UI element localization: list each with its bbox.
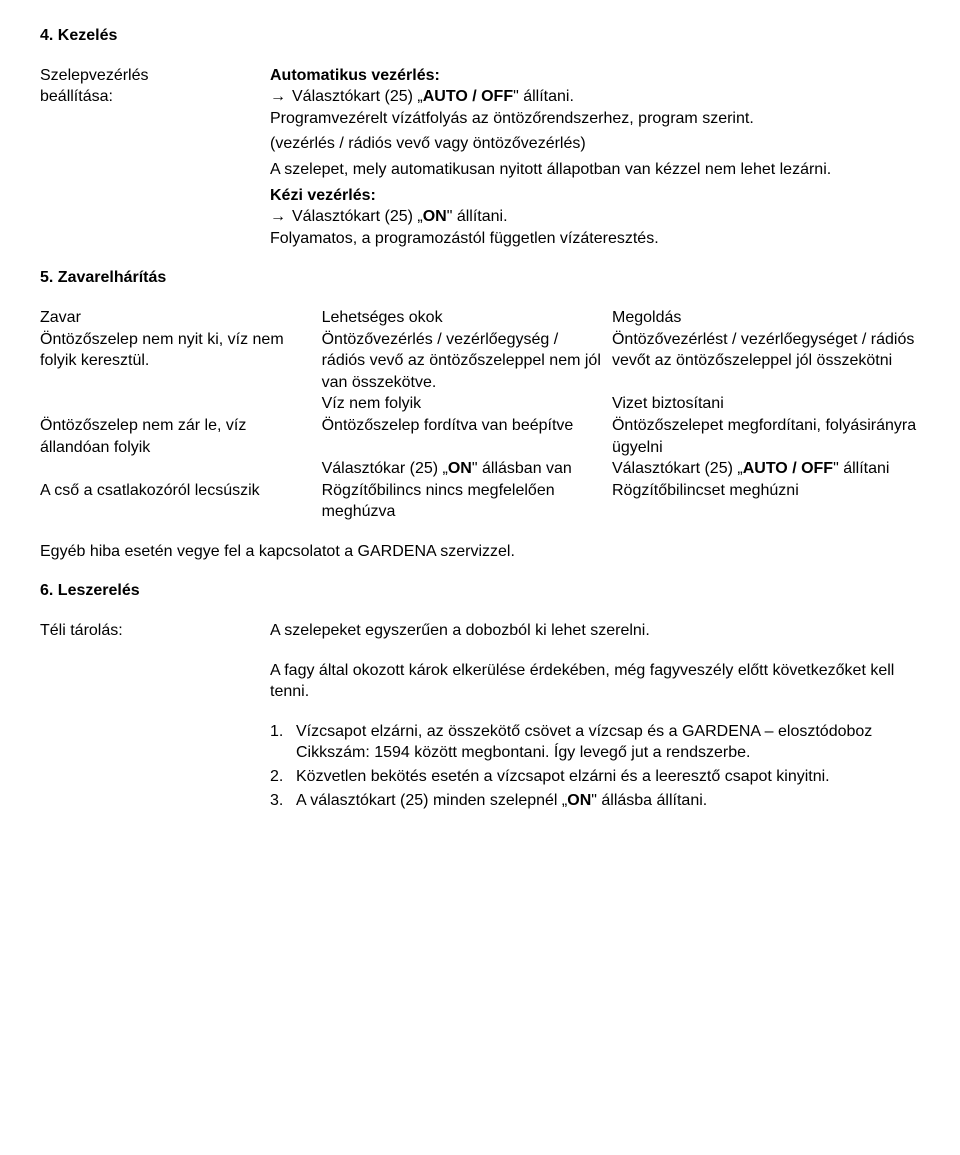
r4c3-post: " állítani (833, 460, 889, 477)
manual-bold: ON (423, 208, 447, 225)
cell-solution: Öntözőszelepet megfordítani, folyásirány… (612, 415, 920, 458)
table-header-row: Zavar Lehetséges okok Megoldás (40, 307, 920, 329)
winter-label: Téli tárolás: (40, 620, 270, 813)
step-text: A választókart (25) minden szelepnél „ON… (296, 790, 920, 812)
winter-steps: 1. Vízcsapot elzárni, az összekötő csöve… (270, 721, 920, 811)
manual-pre: Választókart (25) „ (292, 208, 423, 225)
valve-control-label: Szelepvezérlés beállítása: (40, 65, 270, 250)
step-num: 3. (270, 790, 296, 812)
r4c2-post: " állásban van (472, 460, 572, 477)
auto-setting-line: → Választókart (25) „AUTO / OFF" állítan… (270, 86, 920, 108)
winter-storage-block: Téli tárolás: A szelepeket egyszerűen a … (40, 620, 920, 813)
table-row: Öntözőszelep nem zár le, víz állandóan f… (40, 415, 920, 458)
table-row: Választókar (25) „ON" állásban van Válas… (40, 458, 920, 480)
r4c2-bold: ON (448, 460, 472, 477)
manual-setting-text: Választókart (25) „ON" állítani. (292, 206, 920, 228)
header-cause: Lehetséges okok (322, 307, 612, 329)
cell-fault: A cső a csatlakozóról lecsúszik (40, 480, 322, 523)
cell-solution: Választókart (25) „AUTO / OFF" állítani (612, 458, 920, 480)
cell-cause: Választókar (25) „ON" állásban van (322, 458, 612, 480)
auto-pre: Választókart (25) „ (292, 88, 423, 105)
valve-control-content: Automatikus vezérlés: → Választókart (25… (270, 65, 920, 250)
auto-post: " állítani. (513, 88, 574, 105)
cell-fault: Öntözőszelep nem zár le, víz állandóan f… (40, 415, 322, 458)
cell-cause: Rögzítőbilincs nincs megfelelően meghúzv… (322, 480, 612, 523)
r4c3-bold: AUTO / OFF (743, 460, 833, 477)
cell-cause: Víz nem folyik (322, 393, 612, 415)
auto-setting-text: Választókart (25) „AUTO / OFF" állítani. (292, 86, 920, 108)
cell-solution: Öntözővezérlést / vezérlőegységet / rádi… (612, 329, 920, 394)
cell-fault-empty (40, 458, 322, 480)
table-row: A cső a csatlakozóról lecsúszik Rögzítőb… (40, 480, 920, 523)
cell-cause: Öntözővezérlés / vezérlőegység / rádiós … (322, 329, 612, 394)
auto-note: (vezérlés / rádiós vevő vagy öntözővezér… (270, 133, 920, 155)
list-item: 2. Közvetlen bekötés esetén a vízcsapot … (270, 766, 920, 788)
step-num: 1. (270, 721, 296, 764)
li3-bold: ON (567, 792, 591, 809)
cell-cause: Öntözőszelep fordítva van beépítve (322, 415, 612, 458)
winter-p2: A fagy által okozott károk elkerülése ér… (270, 660, 920, 703)
auto-bold: AUTO / OFF (423, 88, 513, 105)
cell-solution: Rögzítőbilincset meghúzni (612, 480, 920, 523)
cell-fault: Öntözőszelep nem nyit ki, víz nem folyik… (40, 329, 322, 394)
r4c3-pre: Választókart (25) „ (612, 460, 743, 477)
r4c2-pre: Választókar (25) „ (322, 460, 448, 477)
auto-para: Programvezérelt vízátfolyás az öntözőren… (270, 108, 920, 130)
li3-pre: A választókart (25) minden szelepnél „ (296, 792, 567, 809)
troubleshoot-footer: Egyéb hiba esetén vegye fel a kapcsolato… (40, 541, 920, 563)
step-text: Közvetlen bekötés esetén a vízcsapot elz… (296, 766, 920, 788)
troubleshoot-table: Zavar Lehetséges okok Megoldás Öntözősze… (40, 307, 920, 523)
step-num: 2. (270, 766, 296, 788)
section-4-title: 4. Kezelés (40, 25, 920, 47)
manual-para: Folyamatos, a programozástól független v… (270, 228, 920, 250)
header-solution: Megoldás (612, 307, 920, 329)
cell-solution: Vizet biztosítani (612, 393, 920, 415)
li3-post: " állásba állítani. (591, 792, 707, 809)
section-5-title: 5. Zavarelhárítás (40, 267, 920, 289)
arrow-icon: → (270, 206, 292, 228)
auto-warn: A szelepet, mely automatikusan nyitott á… (270, 159, 920, 181)
manual-post: " állítani. (447, 208, 508, 225)
winter-content: A szelepeket egyszerűen a dobozból ki le… (270, 620, 920, 813)
valve-control-block: Szelepvezérlés beállítása: Automatikus v… (40, 65, 920, 250)
list-item: 1. Vízcsapot elzárni, az összekötő csöve… (270, 721, 920, 764)
label-line-2: beállítása: (40, 86, 270, 108)
manual-setting-line: → Választókart (25) „ON" állítani. (270, 206, 920, 228)
table-row: Öntözőszelep nem nyit ki, víz nem folyik… (40, 329, 920, 394)
label-line-1: Szelepvezérlés (40, 65, 270, 87)
section-6-title: 6. Leszerelés (40, 580, 920, 602)
auto-control-title: Automatikus vezérlés: (270, 65, 920, 87)
table-row: Víz nem folyik Vizet biztosítani (40, 393, 920, 415)
winter-p1: A szelepeket egyszerűen a dobozból ki le… (270, 620, 920, 642)
arrow-icon: → (270, 86, 292, 108)
header-fault: Zavar (40, 307, 322, 329)
list-item: 3. A választókart (25) minden szelepnél … (270, 790, 920, 812)
cell-fault-empty (40, 393, 322, 415)
manual-control-title: Kézi vezérlés: (270, 185, 920, 207)
step-text: Vízcsapot elzárni, az összekötő csövet a… (296, 721, 920, 764)
